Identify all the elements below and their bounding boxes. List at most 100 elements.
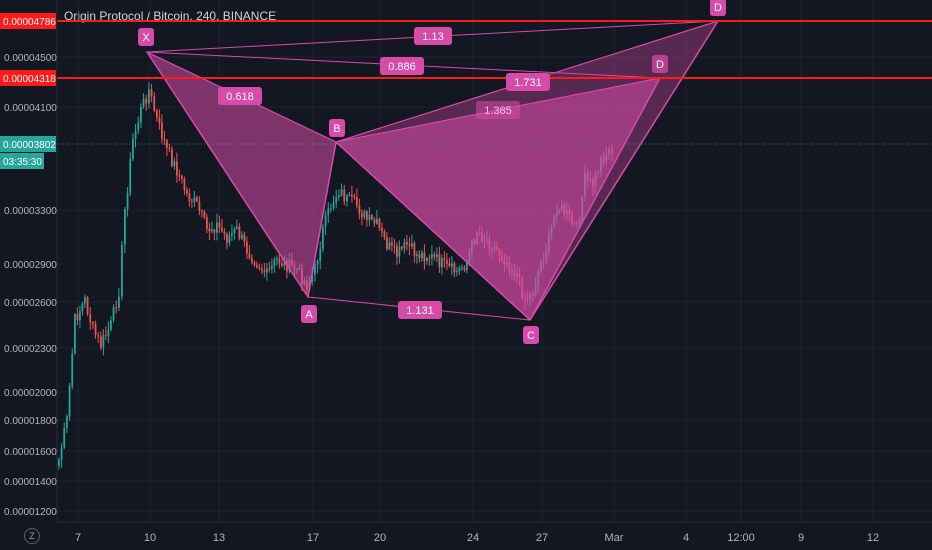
- countdown-badge: [0, 153, 44, 169]
- candle-body: [418, 254, 421, 259]
- candle-body: [183, 178, 186, 191]
- candle-body: [168, 147, 171, 150]
- time-tick-label: Mar: [605, 532, 624, 544]
- candle-body: [176, 161, 178, 176]
- candle-body: [211, 229, 213, 232]
- candle-body: [129, 158, 132, 194]
- candle-body: [271, 265, 273, 269]
- price-tick-label: 0.00002600: [4, 298, 57, 309]
- candle-body: [58, 459, 60, 466]
- candle-body: [266, 268, 268, 273]
- exchange-label: BINANCE: [222, 9, 277, 23]
- point-label-text: C: [527, 330, 535, 342]
- point-label-x: [138, 28, 154, 46]
- candle-body: [181, 175, 183, 179]
- candle-body: [441, 258, 443, 268]
- ratio-label-text: 1.131: [406, 305, 434, 317]
- candle-body: [378, 218, 381, 228]
- candle-body: [140, 106, 142, 123]
- candle-body: [466, 262, 468, 271]
- time-tick-label: 13: [213, 532, 225, 544]
- candle-body: [411, 243, 413, 247]
- candle-body: [115, 307, 118, 309]
- candle-body: [353, 196, 356, 198]
- price-tick-label: 0.00002300: [4, 344, 57, 355]
- candle-body: [276, 258, 278, 260]
- candle-body: [89, 313, 92, 323]
- current-price-value: 0.00003802: [3, 140, 56, 151]
- candle-body: [358, 205, 361, 214]
- candle-body: [248, 253, 251, 259]
- candle-body: [426, 258, 428, 262]
- interval-label: 240: [196, 9, 217, 23]
- candle-body: [406, 242, 408, 245]
- candle-body: [213, 229, 216, 233]
- candle-body: [92, 322, 94, 325]
- candle-body: [256, 264, 258, 268]
- candle-body: [112, 307, 115, 321]
- price-tick-label: 0.00004500: [4, 53, 57, 64]
- candle-body: [443, 258, 446, 260]
- candle-body: [332, 202, 335, 208]
- timezone-icon[interactable]: Z: [24, 528, 40, 544]
- price-tick-label: 0.00004100: [4, 103, 57, 114]
- candle-body: [132, 138, 134, 159]
- candle-body: [314, 264, 316, 275]
- time-tick-label: 10: [144, 532, 156, 544]
- price-tick-label: 0.00001600: [4, 447, 57, 458]
- leg-bc: [335, 141, 531, 321]
- candle-body: [401, 246, 403, 249]
- candle-body: [428, 258, 431, 260]
- candle-body: [173, 161, 176, 166]
- candle-body: [100, 336, 102, 348]
- candle-body: [433, 254, 436, 257]
- candle-body: [268, 268, 271, 270]
- candle-body: [451, 263, 453, 267]
- candle-body: [124, 209, 126, 245]
- candle-body: [403, 242, 406, 249]
- candle-body: [153, 96, 156, 111]
- price-badge-text: 0.00004786: [3, 17, 56, 28]
- price-tick-label: 0.00002900: [4, 260, 57, 271]
- leg-cd: [529, 20, 719, 321]
- candle-body: [253, 262, 256, 265]
- point-label-b: [329, 119, 345, 137]
- candle-body: [81, 303, 84, 312]
- candle-body: [278, 258, 281, 264]
- candle-body: [74, 314, 76, 354]
- candle-body: [431, 254, 433, 259]
- candle-body: [408, 244, 411, 247]
- ratio-label: [398, 301, 442, 319]
- candle-body: [191, 201, 193, 203]
- price-badge-text: 0.00004318: [3, 74, 56, 85]
- candle-body: [393, 245, 396, 247]
- candle-body: [436, 254, 438, 257]
- time-tick-label: 12:00: [727, 532, 755, 544]
- leg-cd-alt: [529, 77, 661, 321]
- candle-body: [145, 98, 148, 104]
- candle-body: [60, 447, 63, 460]
- ratio-label: [414, 27, 452, 45]
- point-label-d: [710, 0, 726, 16]
- candle-body: [373, 219, 376, 224]
- leg-xa: [146, 51, 309, 298]
- time-tick-label: 17: [307, 532, 319, 544]
- candle-body: [458, 267, 461, 272]
- candle-body: [371, 214, 373, 220]
- candle-body: [156, 110, 158, 118]
- price-tick-label: 0.00001400: [4, 477, 57, 488]
- candle-body: [171, 149, 173, 166]
- candle-body: [258, 267, 261, 269]
- ratio-label-text: 1.731: [514, 77, 542, 89]
- point-label-text: B: [333, 123, 340, 135]
- ratio-label-text: 1.385: [484, 105, 512, 117]
- price-badge-hline: [0, 13, 56, 29]
- ratio-label-text: 0.886: [388, 61, 416, 73]
- price-axis: [0, 0, 57, 550]
- candle-body: [107, 329, 110, 336]
- candle-body: [386, 237, 388, 250]
- candle-body: [226, 233, 228, 243]
- candle-body: [71, 353, 74, 386]
- candle-body: [236, 226, 238, 229]
